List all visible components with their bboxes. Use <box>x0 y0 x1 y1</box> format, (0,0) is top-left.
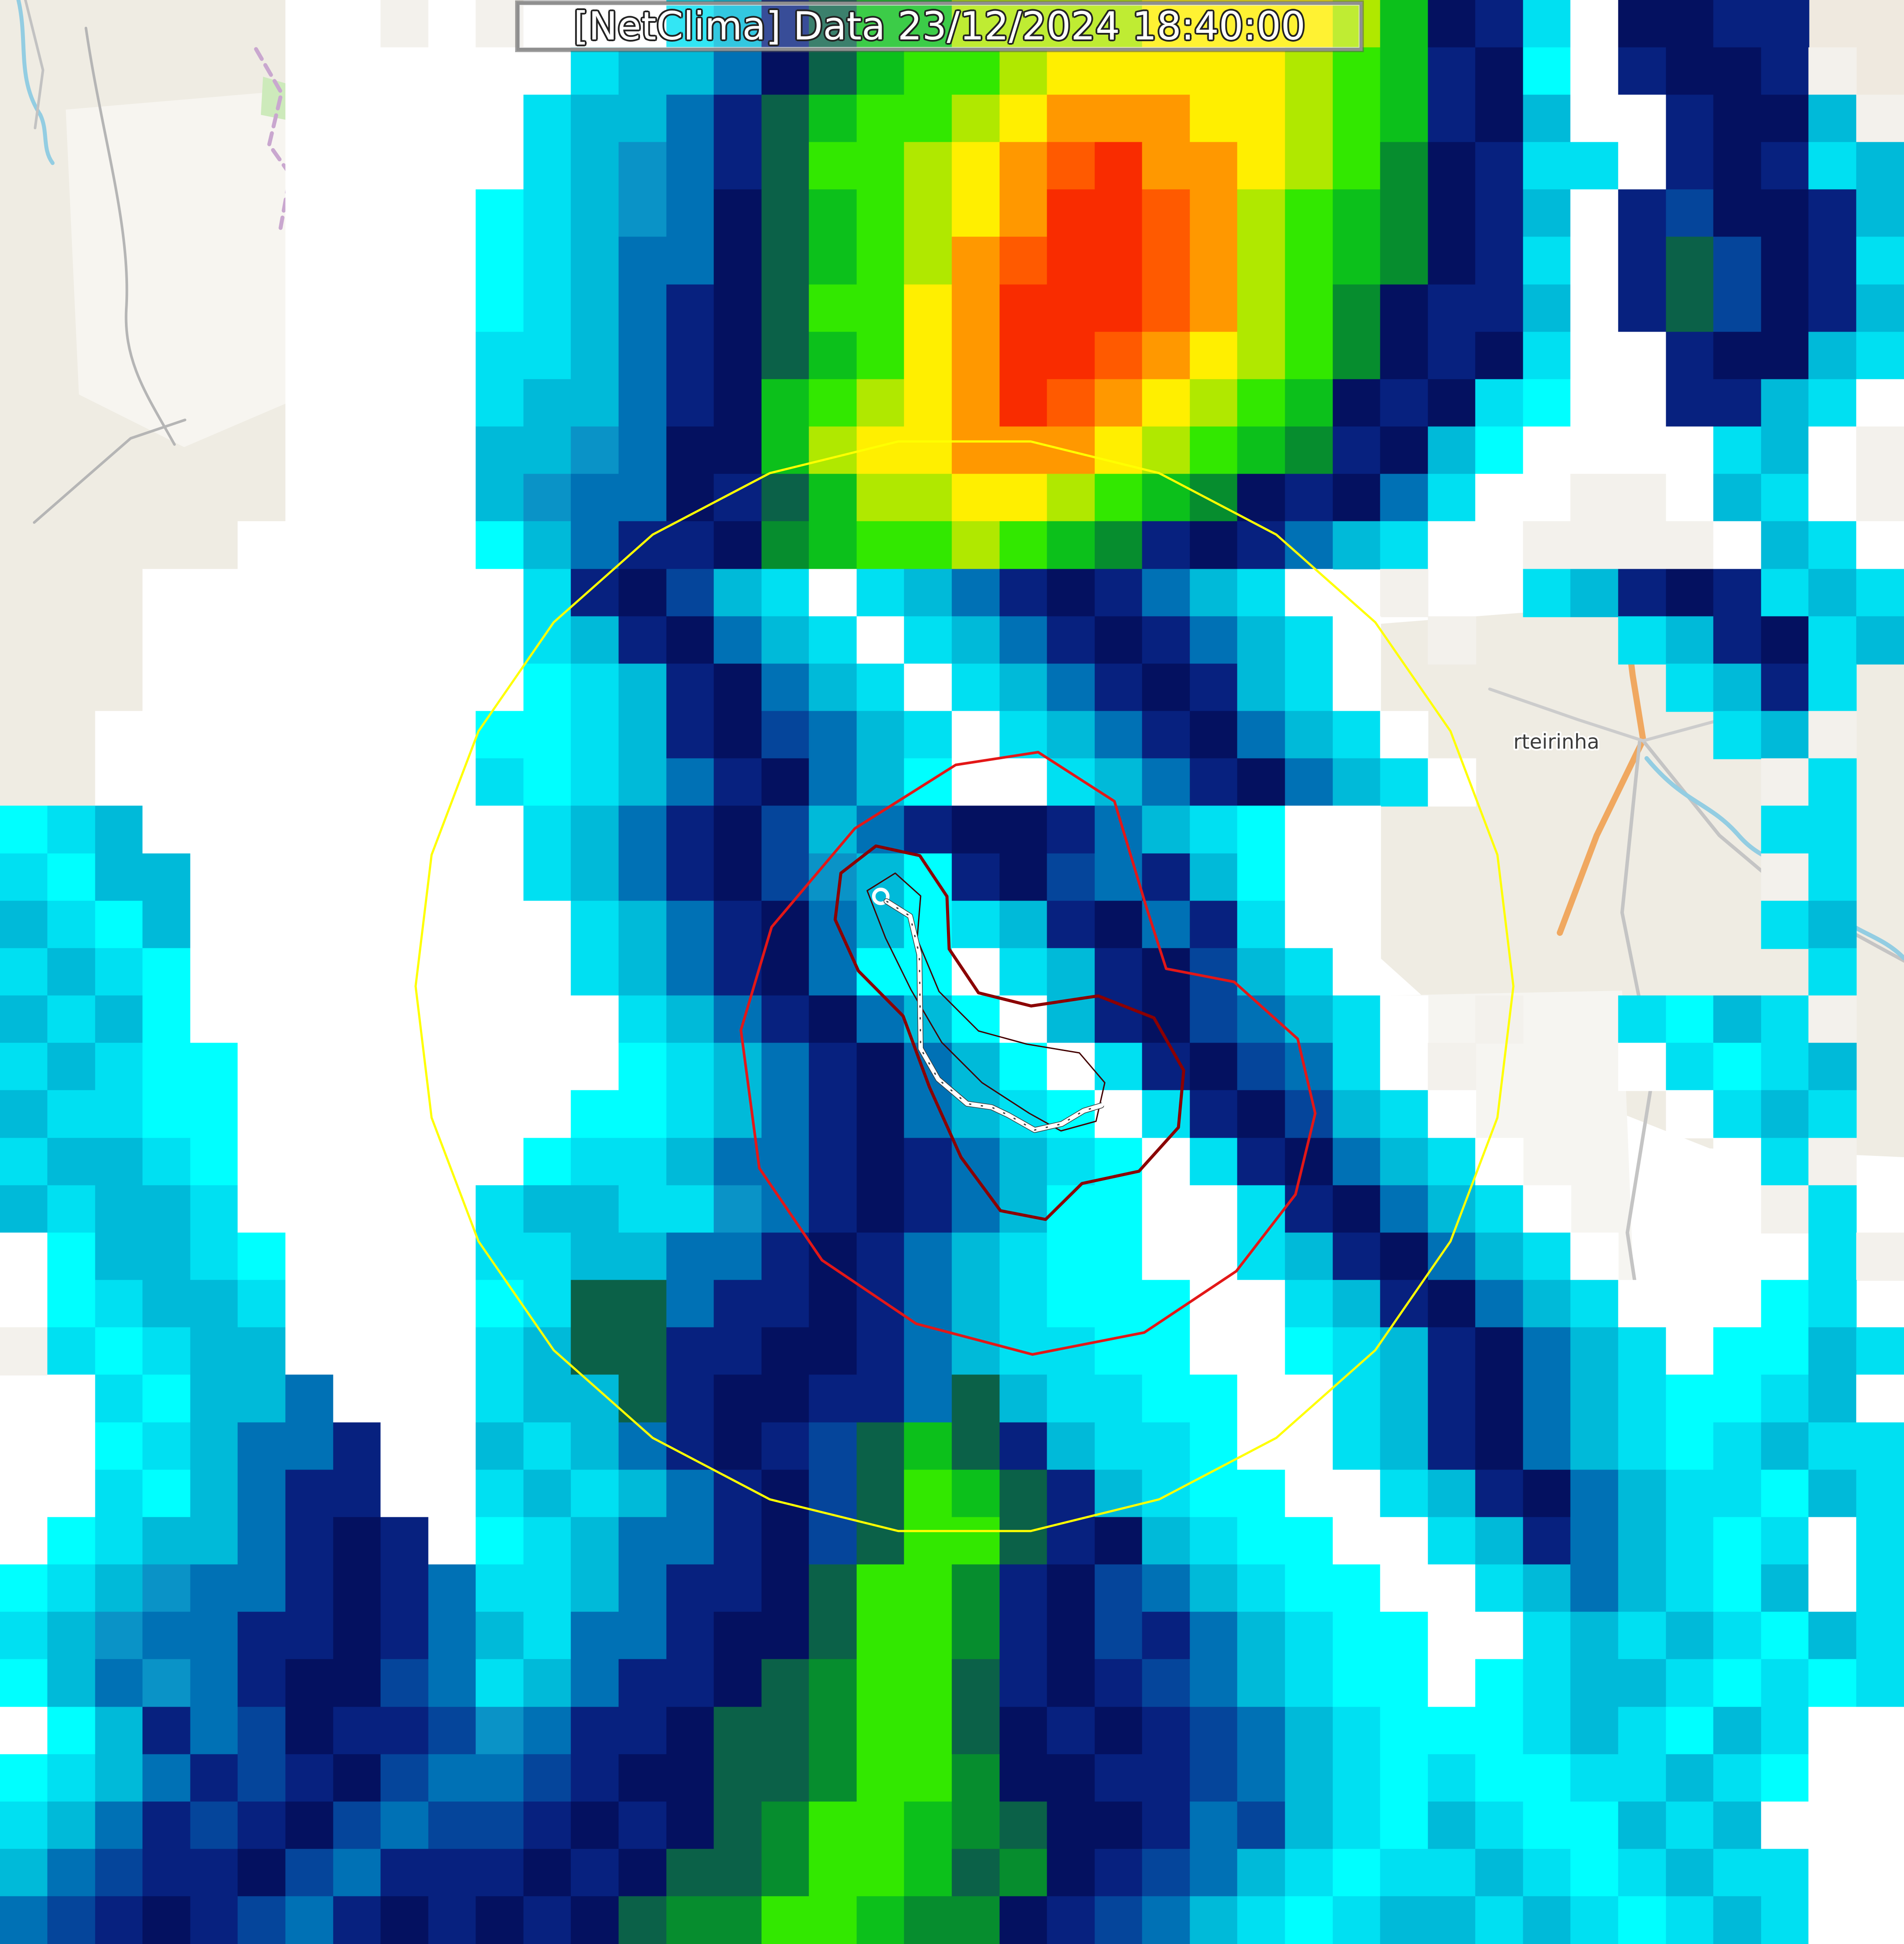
timestamp-banner: [NetClima] Data 23/12/2024 18:40:00 <box>516 2 1363 51</box>
track-ties <box>886 900 1102 1131</box>
storm-contour-inner <box>866 872 1106 1132</box>
storm-contour-outer <box>740 751 1317 1356</box>
timestamp-text: [NetClima] Data 23/12/2024 18:40:00 <box>573 4 1306 49</box>
track-start-loop <box>872 888 890 905</box>
storm-contour-middle <box>833 844 1185 1221</box>
storm-track <box>872 888 1113 1133</box>
track-line <box>884 899 1103 1132</box>
track-end-tick <box>1100 1097 1113 1107</box>
storm-contours <box>740 751 1317 1356</box>
place-label: rteirinha <box>1513 730 1599 753</box>
range-ring-circle <box>414 440 1515 1532</box>
range-ring <box>414 440 1515 1532</box>
